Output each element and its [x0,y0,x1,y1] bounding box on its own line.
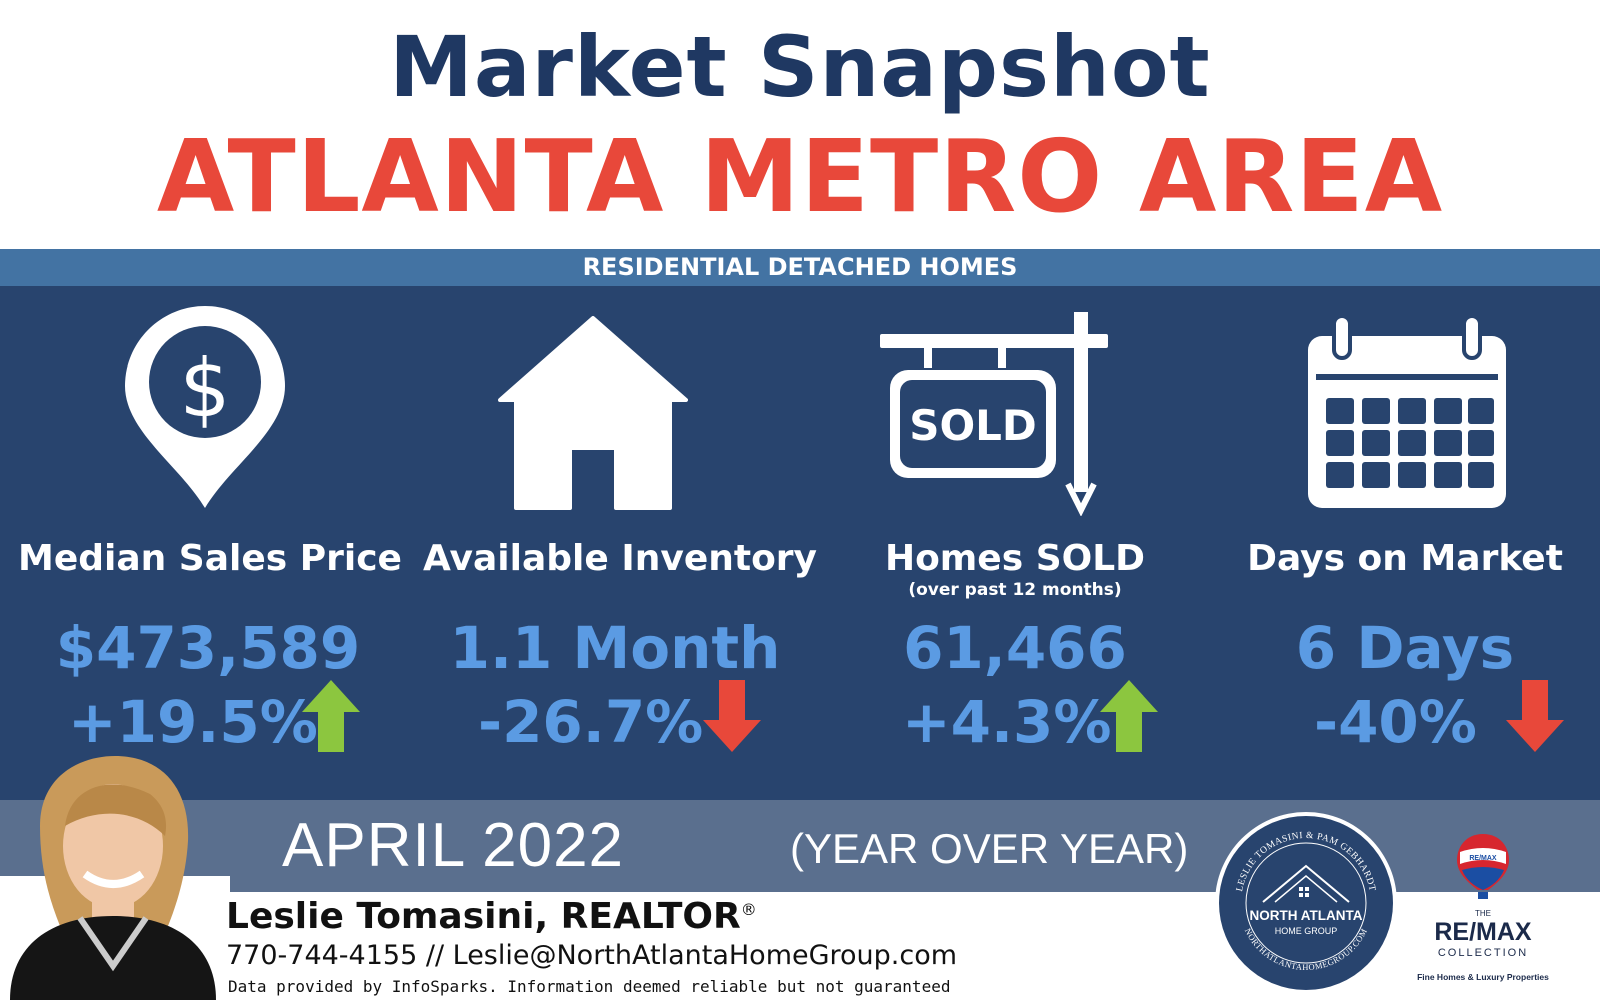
calendar-icon [1308,316,1506,508]
inventory-value: 1.1 Month [449,614,781,682]
remax-tagline: Fine Homes & Luxury Properties [1417,972,1549,982]
logo-name: NORTH ATLANTA [1250,908,1363,923]
arrow-up-icon [302,680,360,752]
sold-sign-text: SOLD [909,401,1037,450]
remax-the: THE [1475,909,1491,918]
median-price-value: $473,589 [55,614,361,682]
house-icon [498,316,688,510]
days-on-market-change: -40% [1314,688,1477,756]
agent-photo [0,756,230,1000]
arrow-up-icon [1100,680,1158,752]
remax-collection: COLLECTION [1438,947,1528,959]
agent-name-text: Leslie Tomasini, REALTOR [226,896,741,937]
category-banner: RESIDENTIAL DETACHED HOMES [0,249,1600,286]
remax-name: RE/MAX [1434,918,1532,946]
agent-name: Leslie Tomasini, REALTOR® [226,896,757,937]
location-pin-dollar-icon: $ [125,306,285,508]
inventory-change: -26.7% [478,688,704,756]
report-date: APRIL 2022 [282,811,625,880]
logo-subname: HOME GROUP [1275,926,1338,936]
arrow-down-icon [1506,680,1564,752]
days-on-market-value: 6 Days [1295,614,1515,682]
homes-sold-note: (over past 12 months) [908,580,1122,600]
homes-sold-change: +4.3% [902,688,1112,756]
days-on-market-label: Days on Market [1247,538,1563,579]
comparison-note: (YEAR OVER YEAR) [790,825,1189,872]
median-price-change: +19.5% [68,688,318,756]
data-disclaimer: Data provided by InfoSparks. Information… [228,977,951,996]
page-title: Market Snapshot [389,18,1211,116]
registered-mark: ® [740,900,757,919]
agent-contact: 770-744-4155 // Leslie@NorthAtlantaHomeG… [226,940,958,971]
homes-sold-label: Homes SOLD [884,538,1146,579]
sold-sign-icon: SOLD [880,312,1108,516]
svg-text:$: $ [180,342,231,435]
remax-logo: RE/MAX THE RE/MAX COLLECTION Fine Homes … [1417,834,1549,982]
region-title: ATLANTA METRO AREA [156,118,1444,235]
homes-sold-value: 61,466 [903,614,1127,682]
group-logo: LESLIE TOMASINI & PAM GEBHARDT NORTHATLA… [1215,812,1397,994]
balloon-text: RE/MAX [1469,855,1497,862]
arrow-down-icon [703,680,761,752]
median-price-label: Median Sales Price [18,538,402,579]
inventory-label: Available Inventory [422,538,818,579]
